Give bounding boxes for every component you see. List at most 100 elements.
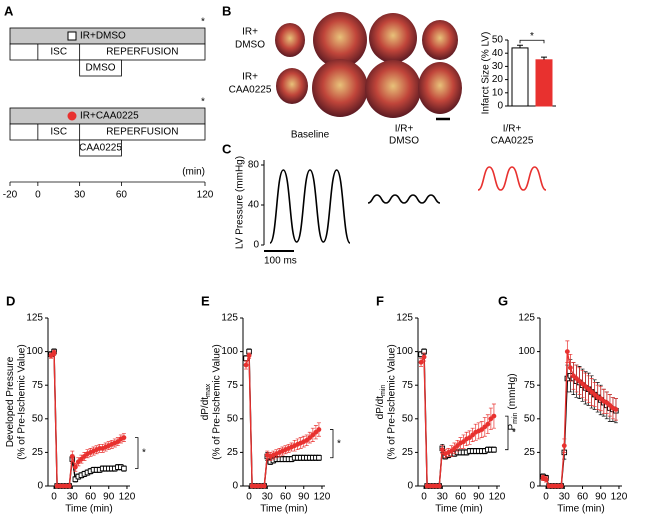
y-tick-label: 50 [227,413,239,424]
group-marker [67,31,77,41]
time-tick-label: -20 [3,190,18,201]
pressure-trace [269,169,351,244]
x-axis-label: Time (min) [65,504,112,515]
pressure-trace [367,194,441,204]
data-point [69,454,75,459]
error-bar [517,44,523,48]
x-tick-label: 120 [489,492,506,503]
y-tick-label: 40 [492,48,504,59]
data-point [316,427,322,432]
data-point [439,447,445,453]
trace-title: Baseline [291,130,330,141]
row-label: IR+ [242,72,258,83]
data-point [316,455,322,461]
x-axis-label: Time (min) [435,504,482,515]
panel-label: E [201,293,210,308]
time-scale-label: 100 ms [264,256,297,267]
data-point [421,354,427,360]
data-point [51,350,57,356]
significance-star: * [337,438,341,449]
time-tick-label: 60 [116,190,128,201]
y-tick-label: 50 [32,413,44,424]
series-line [245,351,319,487]
data-point [613,406,619,412]
data-point [436,483,442,489]
asterisk: * [201,17,205,28]
y-tick-label: 0 [529,481,535,492]
x-axis-label: Time (min) [557,504,604,515]
y-tick-label: 25 [524,447,536,458]
drug-label: CAA0225 [79,143,122,154]
y-tick-label: 30 [492,61,504,72]
group-label: IR+DMSO [80,31,126,42]
x-tick-label: 90 [298,492,310,503]
ischemia-label: ISC [50,127,67,138]
data-point [261,483,267,489]
x-axis-label: Time (min) [260,504,307,515]
y-tick-label: 0 [407,481,413,492]
data-point [543,476,549,482]
row-label: DMSO [235,40,265,51]
y-tick-label: 25 [227,447,239,458]
series-line [245,355,320,487]
y-axis-label: dP/dtmin [375,385,387,420]
y-axis-label: LV Pressure (mmHg) [235,156,246,249]
label-part: Developed Pressure [5,356,16,447]
label-part: max [205,383,212,397]
row-label: CAA0225 [229,85,272,96]
data-point [567,365,573,371]
significance-star: * [512,428,516,439]
y-tick-label: 125 [518,313,535,324]
heart-photo [369,13,417,63]
x-tick-label: 90 [103,492,115,503]
trace-title: I/R+ [503,124,522,135]
panel-label: C [222,141,232,156]
y-tick-label: 125 [221,313,238,324]
significance-bracket [505,415,509,451]
heart-photo [365,60,421,118]
trace-title: DMSO [389,136,419,147]
heart-photo [276,68,308,104]
y-axis-label: (% of Pre-Ischemic Value) [17,344,28,459]
x-tick-label: 30 [262,492,274,503]
data-point [418,359,424,365]
y-axis-label: (% of Pre-Ischemic Value) [212,344,223,459]
data-point [246,353,252,359]
y-tick-label: 100 [518,346,535,357]
ischemia-label: ISC [50,47,67,58]
reperfusion-label: REPERFUSION [106,127,178,138]
x-tick-label: 120 [119,492,136,503]
x-tick-label: 30 [559,492,571,503]
data-point [66,483,72,489]
label-part: min [380,385,387,396]
label-part: dP/dt [375,396,386,420]
drug-label: DMSO [86,63,116,74]
bar [511,47,529,107]
panel-label: G [498,293,508,308]
y-tick-label: 75 [227,380,239,391]
significance-bracket [135,437,139,469]
x-tick-label: 60 [577,492,589,503]
heart-photo [312,59,368,117]
label-part: dP/dt [200,397,211,421]
error-bar [541,56,547,60]
data-point [564,349,570,354]
trace-title: I/R+ [395,124,414,135]
x-tick-label: 30 [67,492,79,503]
data-point [243,362,249,368]
bar [535,59,553,107]
y-tick-label: 50 [524,413,536,424]
reperfusion-label: REPERFUSION [106,47,178,58]
data-point [491,446,497,453]
asterisk: * [201,97,205,108]
data-point [491,413,497,419]
y-tick-label: 75 [402,380,414,391]
data-point [485,421,491,427]
y-tick-label: 50 [492,35,504,46]
y-axis-label: Infarct Size (% LV) [481,32,492,115]
x-tick-label: 0 [543,492,549,503]
heart-photo [418,62,462,114]
x-tick-label: 0 [51,492,57,503]
x-tick-label: 0 [421,492,427,503]
data-point [558,483,564,489]
